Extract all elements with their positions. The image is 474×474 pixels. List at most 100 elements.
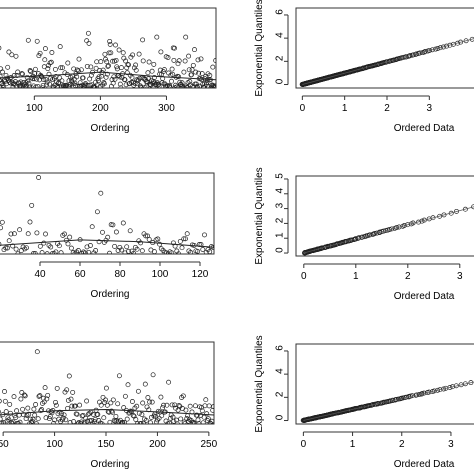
data-point [5,245,10,251]
data-point [132,81,138,86]
data-point [186,53,192,59]
data-point [77,402,83,408]
data-point [44,82,50,88]
x-tick-label: 200 [92,103,109,114]
data-point [0,241,2,247]
data-point [89,417,95,423]
data-point [199,71,205,77]
points-group [300,380,474,423]
y-tick-label: 2 [275,55,286,61]
data-point [161,402,166,408]
data-point [67,84,73,88]
y-axis-label: Exponential Quantiles [254,335,265,432]
data-point [92,416,98,422]
data-point [196,70,202,76]
x-tick-label: 0 [301,271,307,282]
smooth-curve [0,71,216,81]
data-point [176,251,182,254]
data-point [88,64,94,70]
points-group [0,30,216,88]
data-point [122,419,128,424]
data-point [87,243,93,248]
data-point [57,75,63,81]
data-point [11,231,17,237]
data-point [66,373,72,379]
data-point [34,76,40,82]
data-point [82,250,88,254]
data-point [119,247,125,253]
data-point [107,41,113,47]
data-point [139,248,145,254]
data-point [135,388,141,394]
data-point [154,34,160,40]
data-point [96,74,102,80]
data-point [93,65,99,71]
x-tick-label: 60 [74,269,86,280]
data-point [143,233,149,239]
data-point [191,84,197,88]
data-point [374,230,380,236]
data-point [18,396,24,402]
data-point [40,395,46,401]
y-tick-label: 0 [275,414,286,420]
data-point [429,47,435,53]
y-tick-label: 0 [275,247,286,253]
data-point [366,232,372,238]
data-point [211,404,214,410]
data-point [208,421,214,424]
data-point [42,46,48,52]
data-point [147,399,153,405]
y-tick-label: 2 [275,391,286,397]
data-point [135,421,140,424]
data-point [97,83,103,88]
data-point [67,234,73,240]
x-axis-label: Ordering [91,289,130,300]
data-point [169,66,175,72]
data-point [167,415,173,421]
y-tick-label: 3 [275,202,286,208]
reference-line [302,38,474,85]
data-point [209,418,214,424]
data-point [42,385,48,391]
data-point [22,393,28,399]
data-point [5,64,11,70]
data-point [166,84,172,88]
panel-3: 40 60 80 100 120 Ordering [0,172,215,300]
data-point [29,202,35,208]
data-point [373,62,379,68]
data-point [143,418,149,423]
data-point [110,222,116,228]
data-point [116,373,122,379]
data-point [100,229,105,235]
data-point [104,59,110,65]
y-axis-label: Exponential Quantiles [254,167,265,264]
data-point [101,81,107,87]
data-point [120,420,126,424]
data-point [176,74,182,80]
data-point [76,420,82,424]
data-point [396,224,402,230]
y-tick-label: 4 [275,188,286,194]
data-point [110,80,116,86]
data-point [13,415,19,420]
data-point [179,245,185,251]
data-point [201,414,207,420]
data-point [183,407,189,413]
data-point [30,251,36,254]
data-point [121,405,127,411]
data-point [45,392,51,398]
data-point [145,70,151,76]
data-point [204,411,210,417]
data-point [63,417,69,423]
data-point [120,220,126,226]
data-point [198,56,204,62]
data-point [65,241,71,247]
data-point [103,56,108,62]
data-point [84,38,90,44]
y-tick-label: 6 [275,345,286,351]
data-point [1,85,7,88]
data-point [123,58,129,64]
data-point [142,381,148,387]
x-tick-label: 100 [26,103,43,114]
x-tick-label: 0 [301,439,307,450]
